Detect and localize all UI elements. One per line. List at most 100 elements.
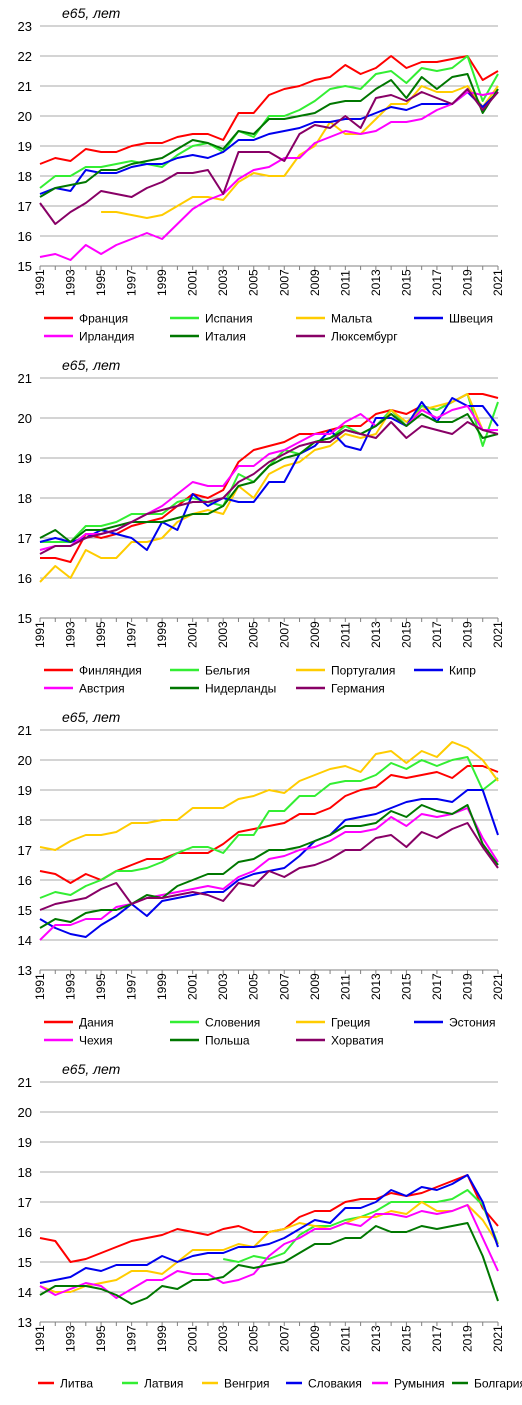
x-tick-label: 2019 [460,1325,474,1352]
x-tick-label: 2013 [369,973,383,1000]
legend-label: Португалия [331,664,395,678]
legend-label: Эстония [449,1016,496,1030]
x-tick-label: 2015 [399,621,413,648]
series-line [39,397,499,551]
x-tick-label: 2019 [460,621,474,648]
y-tick-label: 14 [18,933,32,948]
x-tick-label: 2017 [430,973,444,1000]
y-tick-label: 20 [18,411,32,426]
legend-label: Ирландия [79,330,134,344]
x-tick-label: 2021 [491,621,505,648]
x-tick-label: 2021 [491,1325,505,1352]
legend-label: Люксембург [331,330,398,344]
x-tick-label: 1997 [125,269,139,296]
y-tick-label: 19 [18,783,32,798]
y-axis-label: e65, лет [62,357,121,373]
x-tick-label: 2003 [216,269,230,296]
series-line [39,1174,499,1284]
y-tick-label: 17 [18,1195,32,1210]
y-tick-label: 23 [18,19,32,34]
y-tick-label: 18 [18,1165,32,1180]
y-tick-label: 19 [18,451,32,466]
y-tick-label: 20 [18,1105,32,1120]
series-line [39,413,499,543]
legend-label: Латвия [144,1377,183,1391]
legend-label: Дания [79,1016,114,1030]
series-line [39,88,499,225]
x-tick-label: 2017 [430,1325,444,1352]
legend-label: Кипр [449,664,476,678]
legend-label: Греция [331,1016,370,1030]
series-line [39,55,499,189]
x-tick-label: 2001 [186,973,200,1000]
y-tick-label: 21 [18,371,32,386]
x-tick-label: 1991 [33,973,47,1000]
legend-label: Румыния [394,1377,445,1391]
series-line [39,804,499,929]
x-tick-label: 2005 [247,269,261,296]
x-tick-label: 2005 [247,621,261,648]
x-tick-label: 2007 [277,1325,291,1352]
x-tick-label: 1997 [125,1325,139,1352]
series-line [39,1204,499,1299]
x-tick-label: 1999 [155,269,169,296]
x-tick-label: 2013 [369,269,383,296]
series-line [39,421,499,555]
x-tick-label: 1999 [155,621,169,648]
x-tick-label: 1997 [125,621,139,648]
series-line [39,91,499,195]
x-tick-label: 2005 [247,973,261,1000]
x-tick-label: 2017 [430,621,444,648]
series-line [39,1222,499,1305]
legend-label: Болгария [474,1377,522,1391]
legend-label: Италия [205,330,246,344]
x-tick-label: 1991 [33,269,47,296]
x-tick-label: 2003 [216,973,230,1000]
x-tick-label: 2009 [308,1325,322,1352]
x-tick-label: 1991 [33,621,47,648]
x-tick-label: 2013 [369,1325,383,1352]
y-tick-label: 17 [18,199,32,214]
series-line [39,55,499,165]
x-tick-label: 1993 [64,1325,78,1352]
y-tick-label: 20 [18,753,32,768]
x-tick-label: 2019 [460,269,474,296]
legend-label: Франция [79,312,128,326]
legend-label: Хорватия [331,1034,384,1048]
x-tick-label: 2011 [338,622,352,648]
x-tick-label: 2021 [491,269,505,296]
legend-label: Словакия [308,1377,362,1391]
y-tick-label: 16 [18,571,32,586]
y-tick-label: 15 [18,903,32,918]
y-tick-label: 19 [18,1135,32,1150]
y-tick-label: 15 [18,259,32,274]
x-tick-label: 2007 [277,973,291,1000]
y-tick-label: 21 [18,1075,32,1090]
x-tick-label: 2003 [216,621,230,648]
y-tick-label: 19 [18,139,32,154]
legend-label: Испания [205,312,253,326]
x-tick-label: 2007 [277,269,291,296]
legend-label: Финляндия [79,664,142,678]
y-tick-label: 16 [18,1225,32,1240]
x-tick-label: 2009 [308,621,322,648]
series-line [39,393,498,583]
series-line [39,756,499,899]
legend-label: Бельгия [205,664,250,678]
legend-label: Швеция [449,312,493,326]
x-tick-label: 1993 [64,269,78,296]
series-line [39,1201,499,1293]
series-line [101,85,499,219]
y-tick-label: 22 [18,49,32,64]
y-axis-label: e65, лет [62,1061,121,1077]
x-tick-label: 2003 [216,1325,230,1352]
y-axis-label: e65, лет [62,5,121,21]
y-tick-label: 18 [18,491,32,506]
x-tick-label: 2009 [308,269,322,296]
x-tick-label: 1995 [94,1325,108,1352]
x-tick-label: 1999 [155,1325,169,1352]
y-tick-label: 17 [18,531,32,546]
